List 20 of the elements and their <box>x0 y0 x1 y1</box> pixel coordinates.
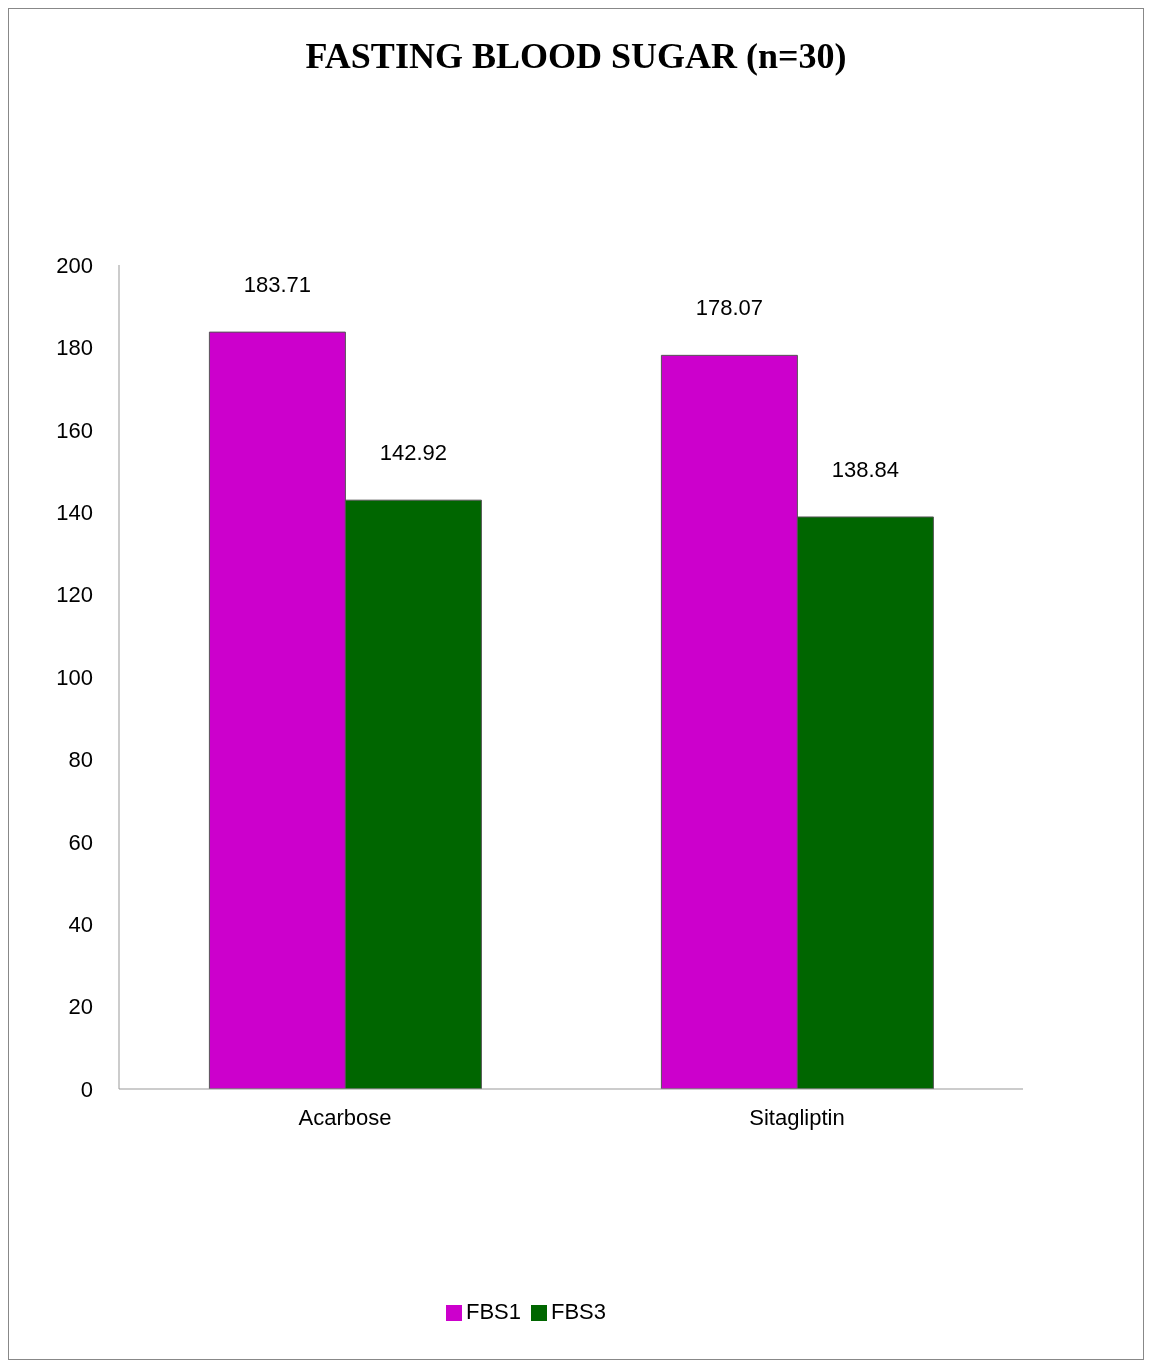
legend-label: FBS3 <box>551 1299 607 1324</box>
data-label: 142.92 <box>379 440 448 466</box>
x-tick-label: Sitagliptin <box>749 1104 845 1130</box>
data-label: 178.07 <box>695 295 764 321</box>
y-tick-label: 100 <box>56 664 93 690</box>
y-tick-label: 60 <box>68 829 93 855</box>
y-tick-label: 180 <box>56 335 93 361</box>
y-tick-label: 80 <box>68 747 93 773</box>
data-label: 183.71 <box>243 272 312 298</box>
y-tick-label: 20 <box>68 994 93 1020</box>
y-tick-label: 160 <box>56 417 93 443</box>
y-tick-label: 40 <box>68 912 93 938</box>
data-label: 138.84 <box>831 456 900 482</box>
legend-label: FBS1 <box>465 1299 521 1324</box>
y-tick-label: 200 <box>56 252 93 278</box>
x-tick-label: Acarbose <box>298 1104 392 1130</box>
y-tick-label: 0 <box>80 1076 93 1102</box>
y-tick-label: 120 <box>56 582 93 608</box>
chart-title: FASTING BLOOD SUGAR (n=30) <box>304 35 848 78</box>
y-tick-label: 140 <box>56 500 93 526</box>
